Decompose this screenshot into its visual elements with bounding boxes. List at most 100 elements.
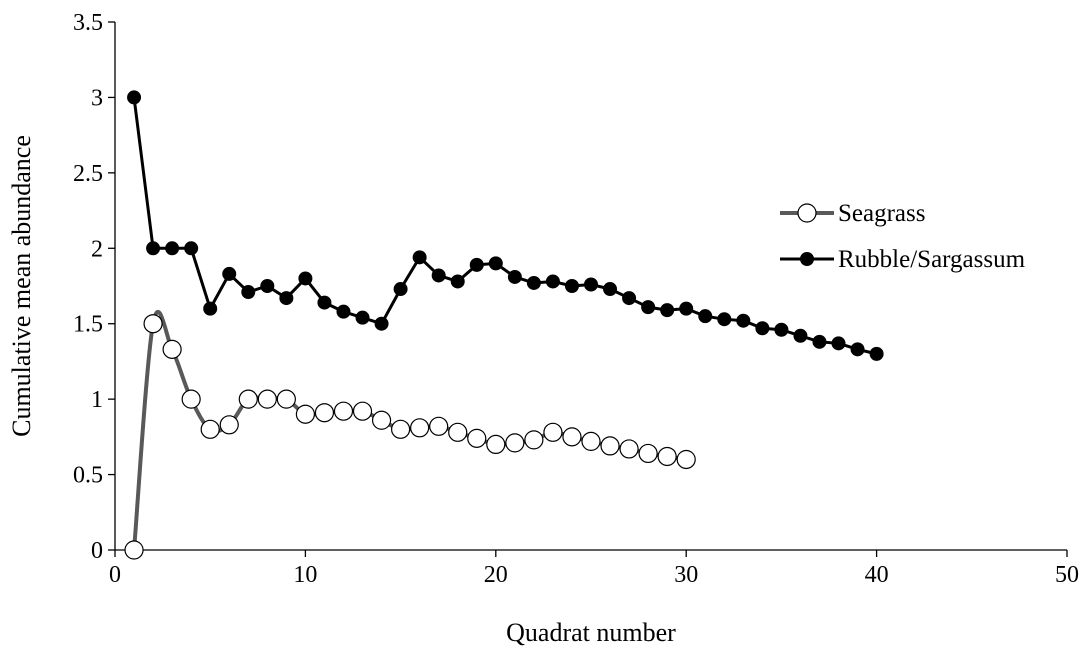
data-point-seagrass (143, 314, 163, 334)
y-axis-title: Cumulative mean abundance (7, 135, 36, 437)
data-point-seagrass (352, 401, 373, 421)
data-point-seagrass (181, 389, 201, 409)
data-point-seagrass (219, 415, 239, 435)
data-point-rubble-sargassum (222, 266, 237, 281)
data-point-rubble-sargassum (507, 269, 522, 284)
data-point-rubble-sargassum (374, 316, 389, 331)
x-tick-label: 50 (1055, 562, 1079, 588)
data-point-rubble-sargassum (469, 257, 484, 272)
legend-item-rubble-sargassum: Rubble/Sargassum (780, 246, 1026, 273)
data-point-seagrass (276, 389, 296, 409)
data-point-rubble-sargassum (336, 304, 351, 319)
data-point-rubble-sargassum (774, 322, 789, 337)
data-point-rubble-sargassum (355, 310, 370, 325)
legend-item-seagrass: Seagrass (780, 200, 925, 227)
legend-marker-rubble-sargassum (800, 252, 814, 266)
data-point-seagrass (314, 403, 335, 423)
data-point-rubble-sargassum (317, 295, 332, 310)
data-point-seagrass (657, 446, 677, 467)
y-tick-label: 2 (91, 236, 103, 262)
data-point-rubble-sargassum (431, 268, 446, 283)
data-point-seagrass (124, 540, 144, 560)
data-point-rubble-sargassum (717, 312, 732, 327)
x-tick-label: 30 (674, 562, 698, 588)
data-point-rubble-sargassum (793, 328, 808, 343)
data-point-seagrass (410, 418, 430, 438)
data-point-rubble-sargassum (146, 241, 161, 256)
data-point-rubble-sargassum (165, 241, 180, 256)
data-point-rubble-sargassum (812, 334, 827, 349)
data-point-seagrass (371, 410, 392, 430)
x-tick-label: 10 (293, 562, 317, 588)
x-axis-title: Quadrat number (506, 618, 676, 647)
data-point-rubble-sargassum (755, 321, 770, 336)
legend: Seagrass Rubble/Sargassum (780, 200, 1026, 273)
data-point-seagrass (543, 422, 563, 442)
series-seagrass (124, 310, 696, 560)
y-tick-label: 2.5 (73, 161, 103, 187)
data-point-seagrass (581, 431, 601, 451)
series-rubble-sargassum (127, 90, 884, 361)
data-point-rubble-sargassum (203, 301, 218, 316)
data-point-rubble-sargassum (412, 250, 427, 265)
data-point-rubble-sargassum (260, 279, 275, 293)
data-point-rubble-sargassum (603, 282, 618, 297)
data-point-seagrass (257, 389, 277, 409)
tick-labels: 0 0.5 1 1.5 2 2.5 3 3.5 0 10 20 30 40 50 (73, 10, 1079, 588)
data-point-rubble-sargassum (831, 336, 846, 351)
data-point-seagrass (391, 419, 411, 439)
data-point-rubble-sargassum (698, 309, 713, 324)
y-tick-label: 0 (91, 538, 103, 564)
data-point-seagrass (562, 427, 582, 447)
y-tick-label: 3.5 (73, 10, 103, 36)
legend-label-rubble-sargassum: Rubble/Sargassum (838, 246, 1026, 273)
series-layer (124, 90, 884, 560)
data-point-seagrass (467, 428, 487, 448)
data-point-seagrass (619, 439, 639, 459)
data-point-seagrass (200, 419, 220, 439)
data-point-seagrass (600, 436, 620, 456)
data-point-rubble-sargassum (526, 275, 541, 290)
data-point-rubble-sargassum (488, 256, 503, 271)
data-point-seagrass (505, 433, 525, 453)
data-point-seagrass (429, 416, 449, 436)
tick-marks (108, 21, 1068, 557)
data-point-rubble-sargassum (184, 241, 199, 256)
data-point-rubble-sargassum (736, 313, 751, 328)
data-point-seagrass (162, 339, 182, 359)
data-point-seagrass (638, 443, 658, 464)
data-point-rubble-sargassum (622, 291, 637, 306)
series-line-rubble-sargassum (132, 97, 877, 356)
y-tick-label: 1 (91, 387, 103, 413)
data-point-seagrass (676, 449, 696, 470)
x-tick-label: 40 (865, 562, 889, 588)
x-tick-label: 0 (109, 562, 121, 588)
axes (114, 22, 1067, 551)
data-point-seagrass (486, 434, 506, 454)
data-point-rubble-sargassum (241, 285, 256, 300)
data-point-rubble-sargassum (393, 282, 408, 297)
data-point-seagrass (448, 422, 468, 442)
legend-label-seagrass: Seagrass (838, 200, 925, 227)
y-tick-label: 0.5 (73, 463, 103, 489)
data-point-rubble-sargassum (127, 90, 142, 105)
y-tick-label: 3 (91, 85, 103, 111)
data-point-seagrass (238, 389, 258, 409)
x-tick-label: 20 (484, 562, 508, 588)
data-point-seagrass (333, 401, 354, 421)
data-point-rubble-sargassum (850, 342, 865, 357)
data-point-rubble-sargassum (564, 279, 579, 293)
data-point-rubble-sargassum (545, 274, 560, 289)
data-point-rubble-sargassum (584, 277, 598, 292)
data-point-rubble-sargassum (279, 291, 294, 306)
data-point-seagrass (295, 404, 315, 424)
data-point-rubble-sargassum (869, 346, 884, 361)
legend-marker-seagrass (797, 203, 817, 223)
data-point-rubble-sargassum (450, 274, 465, 289)
data-point-seagrass (524, 430, 544, 450)
data-point-rubble-sargassum (660, 303, 675, 318)
data-point-rubble-sargassum (298, 271, 313, 286)
data-point-rubble-sargassum (641, 300, 656, 315)
y-tick-label: 1.5 (73, 312, 103, 338)
